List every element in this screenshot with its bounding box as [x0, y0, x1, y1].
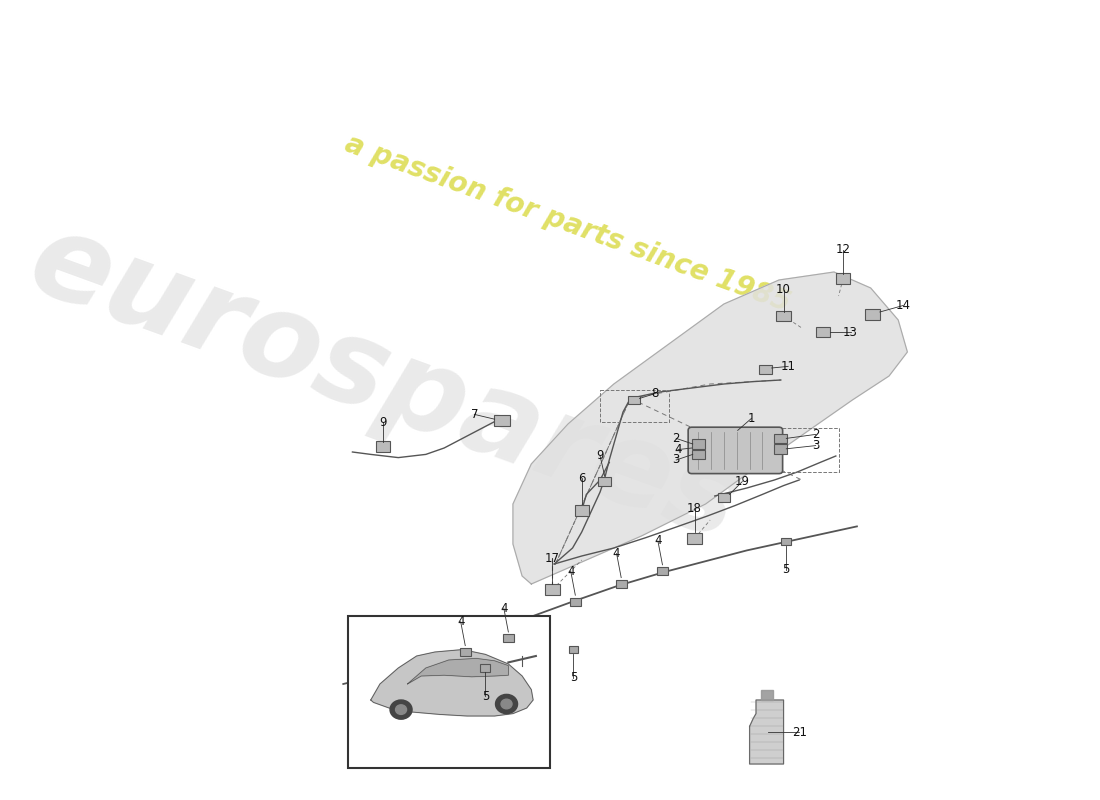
Text: 14: 14 [895, 299, 911, 312]
Bar [774, 444, 788, 454]
Bar [601, 390, 669, 422]
Bar [781, 538, 791, 546]
Text: 4: 4 [566, 565, 574, 578]
Circle shape [495, 694, 517, 714]
Bar [718, 493, 730, 502]
Bar [348, 616, 550, 768]
Bar [657, 567, 668, 575]
Text: 4: 4 [500, 602, 507, 614]
Bar [574, 506, 589, 516]
Bar [759, 365, 772, 374]
Bar [569, 646, 579, 654]
Text: a passion for parts since 1985: a passion for parts since 1985 [341, 130, 794, 318]
Text: 5: 5 [782, 563, 790, 576]
Text: 1: 1 [748, 412, 756, 425]
Text: 7: 7 [471, 408, 478, 421]
Bar [616, 580, 627, 588]
Text: 2: 2 [812, 428, 820, 441]
Bar [692, 450, 705, 459]
Text: 4: 4 [613, 547, 620, 560]
Bar [503, 634, 514, 642]
Bar [866, 309, 880, 319]
Bar [777, 310, 791, 322]
Text: 17: 17 [544, 552, 560, 565]
Bar [628, 396, 640, 404]
Polygon shape [371, 650, 534, 716]
FancyBboxPatch shape [689, 427, 782, 474]
Text: 11: 11 [781, 360, 795, 373]
Circle shape [390, 700, 412, 719]
Text: 9: 9 [379, 416, 386, 429]
Bar [375, 442, 389, 452]
Bar [774, 434, 788, 443]
Text: 6: 6 [578, 472, 585, 485]
Bar [598, 477, 612, 486]
Text: eurospares: eurospares [14, 202, 755, 566]
Text: 18: 18 [688, 502, 702, 514]
Text: 9: 9 [596, 450, 604, 462]
Text: 8: 8 [651, 387, 659, 400]
Text: 4: 4 [654, 534, 661, 547]
Polygon shape [513, 272, 908, 584]
Polygon shape [749, 700, 783, 764]
Text: 3: 3 [812, 439, 820, 452]
Bar [688, 534, 702, 544]
Bar [460, 648, 471, 656]
Text: 5: 5 [570, 671, 578, 684]
Bar [711, 428, 838, 472]
Polygon shape [407, 658, 508, 684]
Text: 13: 13 [843, 326, 858, 338]
Bar [546, 584, 560, 595]
Bar [494, 415, 509, 426]
Polygon shape [760, 690, 772, 700]
Text: 19: 19 [735, 475, 750, 488]
Bar [481, 664, 491, 672]
Text: 3: 3 [672, 454, 680, 466]
Text: 4: 4 [674, 443, 682, 456]
Text: 2: 2 [672, 432, 680, 445]
Text: 4: 4 [456, 615, 464, 628]
Text: 21: 21 [792, 726, 806, 738]
Text: 10: 10 [777, 283, 791, 296]
Bar [570, 598, 581, 606]
Text: 5: 5 [482, 690, 490, 702]
Bar [692, 439, 705, 449]
Bar [836, 274, 850, 284]
Circle shape [500, 699, 512, 709]
Bar [816, 327, 829, 337]
Circle shape [396, 705, 407, 714]
Text: 12: 12 [836, 243, 850, 256]
